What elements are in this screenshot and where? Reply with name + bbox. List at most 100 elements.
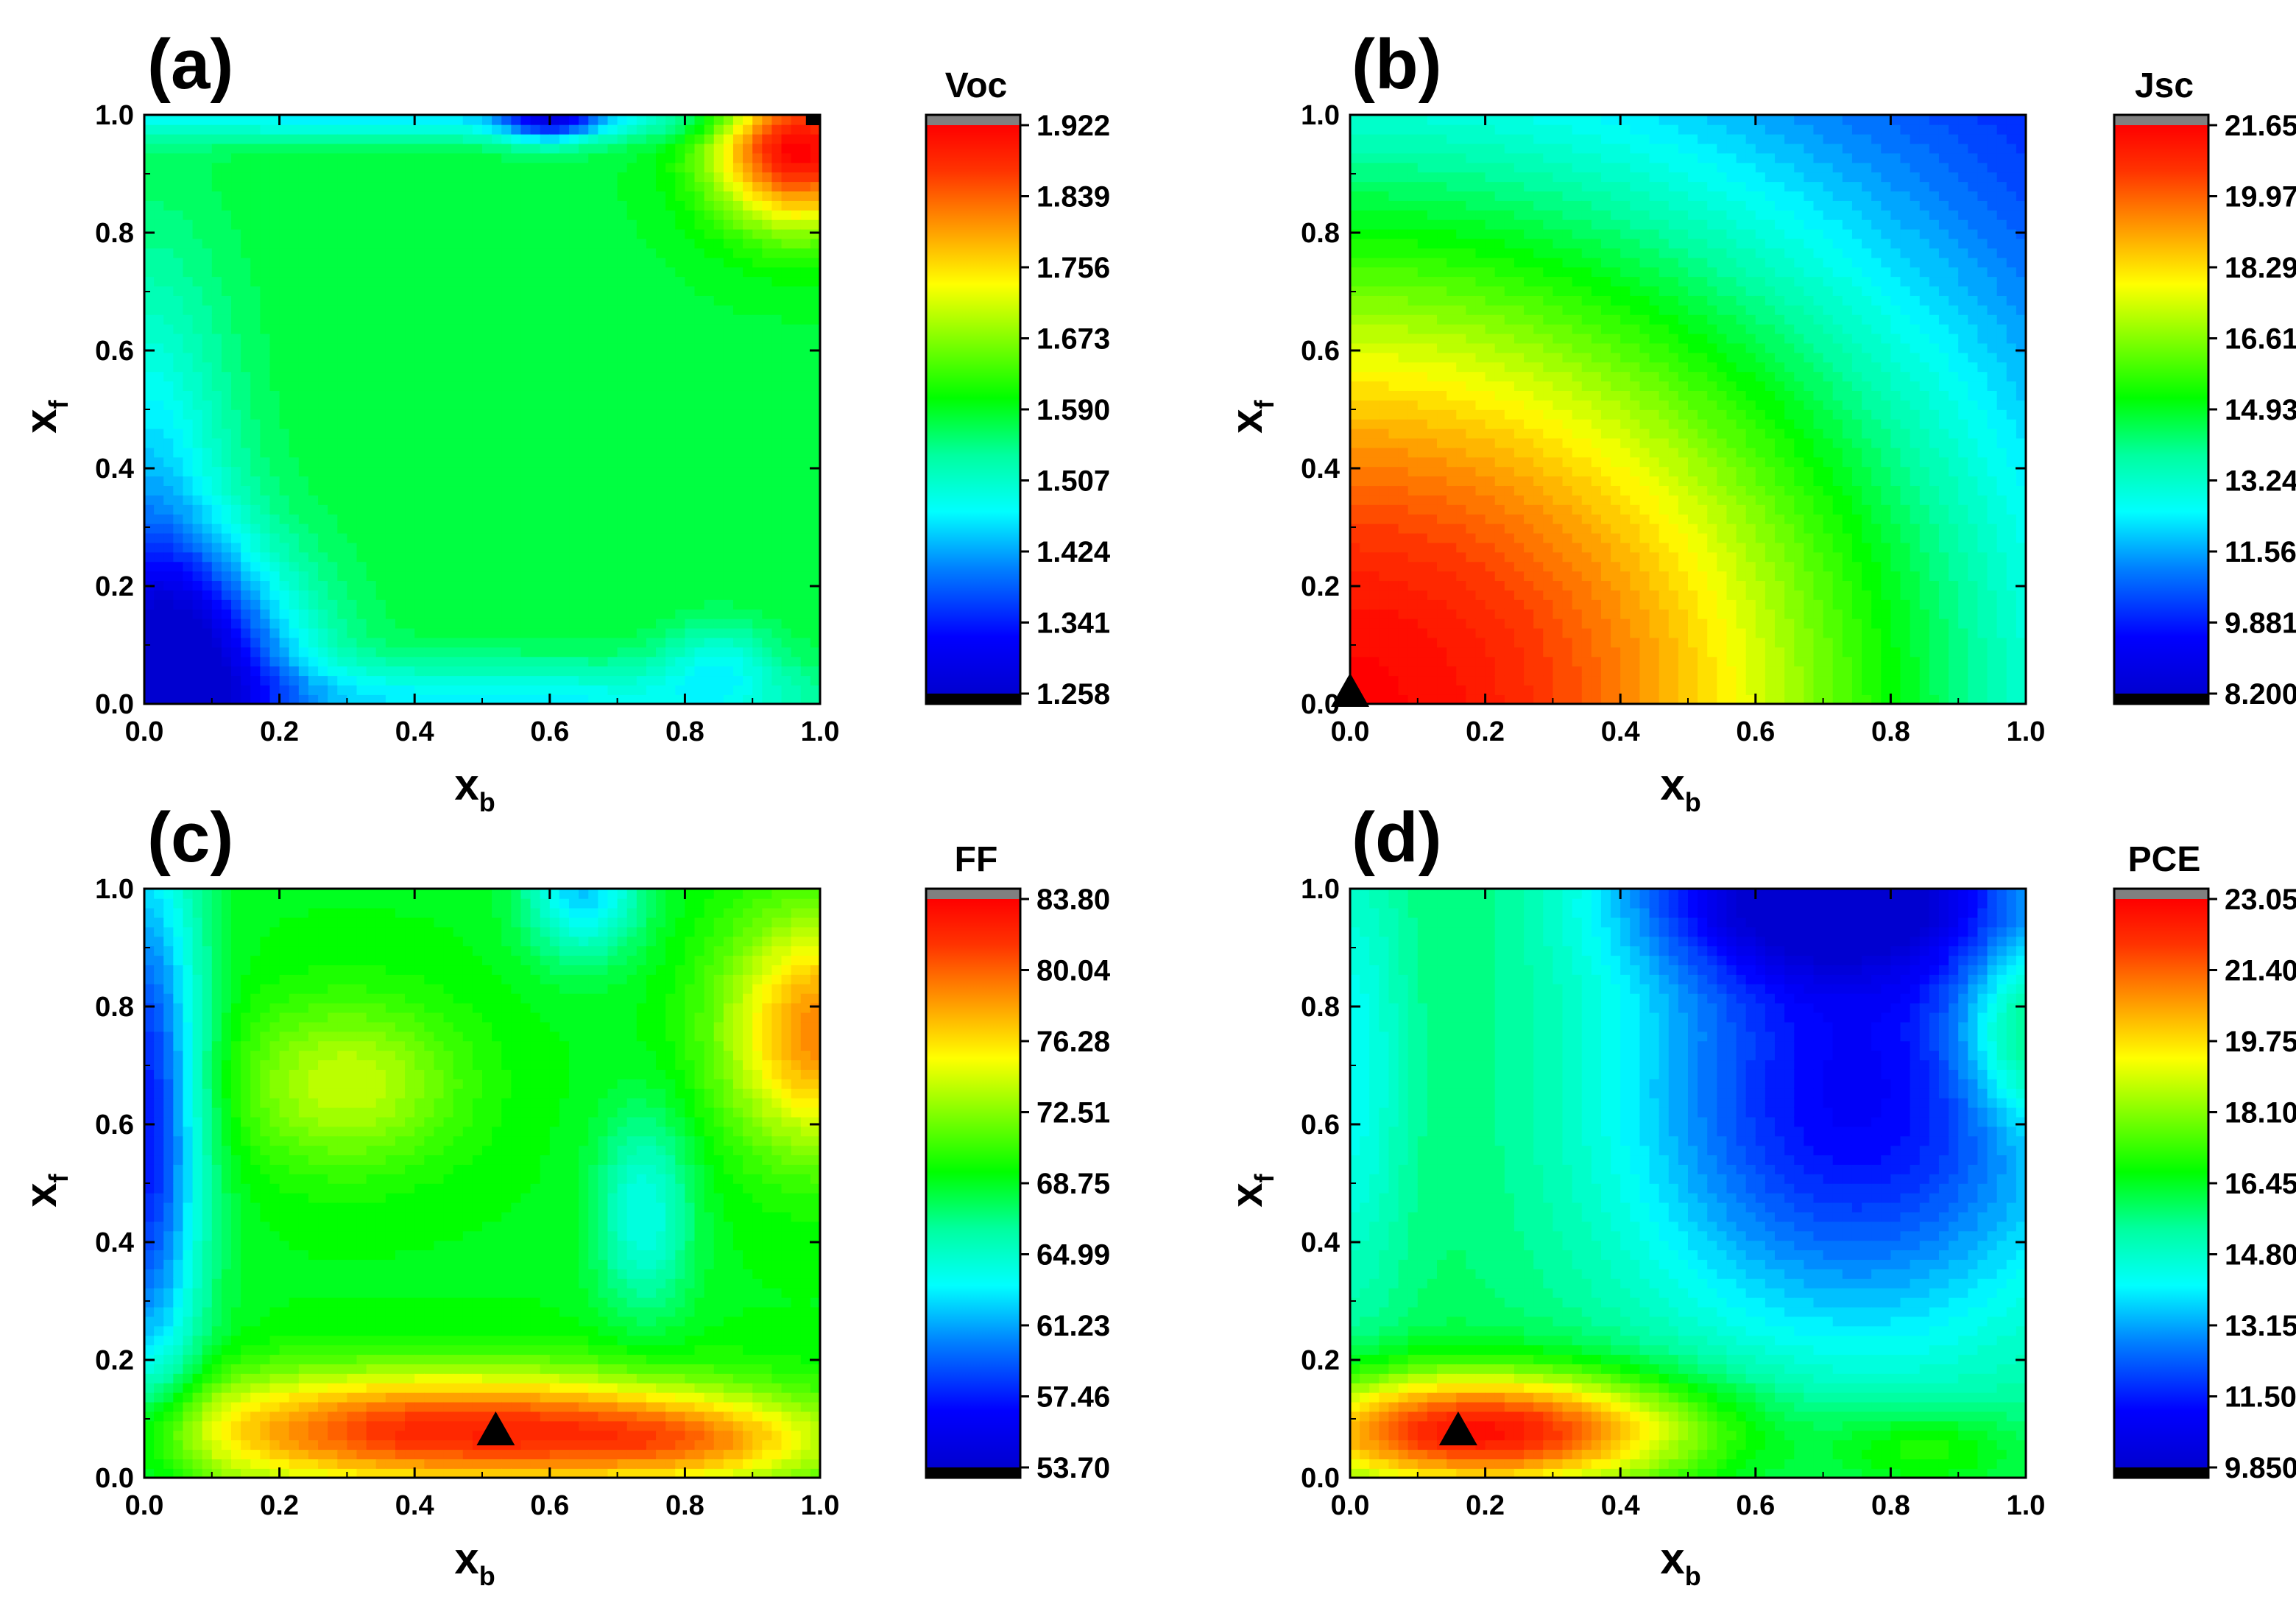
heatmap-cell xyxy=(395,694,406,705)
heatmap-cell xyxy=(520,476,531,487)
heatmap-cell xyxy=(810,228,821,239)
heatmap-cell xyxy=(472,513,483,524)
heatmap-cell xyxy=(183,247,194,258)
heatmap-cell xyxy=(713,371,724,382)
heatmap-cell xyxy=(501,238,512,249)
heatmap-cell xyxy=(732,124,743,135)
heatmap-cell xyxy=(569,152,579,163)
heatmap-cell xyxy=(713,608,724,619)
heatmap-cell xyxy=(269,608,280,619)
heatmap-cell xyxy=(1360,456,1371,468)
heatmap-cell xyxy=(356,124,367,135)
heatmap-cell xyxy=(559,627,570,638)
heatmap-cell xyxy=(656,267,666,278)
heatmap-cell xyxy=(192,523,203,534)
heatmap-cell xyxy=(732,342,743,353)
heatmap-cell xyxy=(492,238,503,249)
heatmap-cell xyxy=(781,637,792,648)
heatmap-cell xyxy=(163,390,174,401)
heatmap-cell xyxy=(405,447,415,458)
heatmap-cell xyxy=(328,580,339,591)
heatmap-cell xyxy=(713,694,724,705)
heatmap-cell xyxy=(482,476,492,487)
heatmap-cell xyxy=(472,238,483,249)
heatmap-cell xyxy=(588,219,599,230)
heatmap-cell xyxy=(511,447,522,458)
heatmap-cell xyxy=(173,333,184,344)
heatmap-cell xyxy=(1379,152,1390,163)
heatmap-cell xyxy=(588,504,599,515)
heatmap-cell xyxy=(308,437,319,448)
heatmap-cell xyxy=(395,115,406,125)
heatmap-cell xyxy=(289,685,300,695)
heatmap-cell xyxy=(202,276,213,287)
heatmap-cell xyxy=(501,656,512,667)
heatmap-cell xyxy=(781,219,792,230)
heatmap-cell xyxy=(752,666,763,677)
heatmap-cell xyxy=(752,342,763,353)
heatmap-cell xyxy=(520,428,531,439)
heatmap-cell xyxy=(328,181,339,192)
heatmap-cell xyxy=(328,456,339,468)
heatmap-cell xyxy=(308,267,319,278)
heatmap-cell xyxy=(762,191,773,201)
heatmap-cell xyxy=(163,323,174,334)
heatmap-cell xyxy=(540,532,551,543)
heatmap-cell xyxy=(221,513,232,524)
heatmap-cell xyxy=(1350,267,1360,278)
heatmap-cell xyxy=(356,143,367,154)
heatmap-cell xyxy=(202,238,213,249)
heatmap-cell xyxy=(781,590,792,600)
heatmap-cell xyxy=(298,305,309,315)
heatmap-cell xyxy=(328,191,339,201)
heatmap-cell xyxy=(626,191,637,201)
heatmap-cell xyxy=(173,152,184,163)
heatmap-cell xyxy=(192,666,203,677)
heatmap-cell xyxy=(1350,599,1360,610)
heatmap-cell xyxy=(462,685,473,695)
heatmap-cell xyxy=(810,257,821,268)
heatmap-cell xyxy=(279,314,290,325)
heatmap-cell xyxy=(221,646,232,658)
heatmap-cell xyxy=(308,381,319,391)
heatmap-cell xyxy=(375,295,386,306)
heatmap-cell xyxy=(482,580,492,591)
heatmap-cell xyxy=(269,456,280,468)
heatmap-cell xyxy=(395,646,406,658)
heatmap-cell xyxy=(434,627,445,638)
heatmap-cell xyxy=(192,485,203,496)
heatmap-cell xyxy=(250,295,261,306)
heatmap-cell xyxy=(443,551,454,563)
heatmap-cell xyxy=(289,247,300,258)
heatmap-cell xyxy=(743,305,753,315)
heatmap-cell xyxy=(549,590,560,600)
heatmap-cell xyxy=(675,590,686,600)
heatmap-cell xyxy=(569,599,579,610)
heatmap-cell xyxy=(1417,115,1428,125)
heatmap-cell xyxy=(375,542,386,553)
heatmap-cell xyxy=(665,590,677,600)
heatmap-cell xyxy=(588,133,599,144)
heatmap-cell xyxy=(183,305,194,315)
heatmap-cell xyxy=(154,286,165,296)
heatmap-cell xyxy=(501,694,512,705)
heatmap-cell xyxy=(424,181,435,192)
heatmap-cell xyxy=(713,238,724,249)
heatmap-cell xyxy=(626,551,637,563)
heatmap-cell xyxy=(279,551,290,563)
heatmap-cell xyxy=(453,466,464,477)
heatmap-cell xyxy=(646,437,657,448)
heatmap-cell xyxy=(366,390,377,401)
heatmap-cell xyxy=(530,352,541,363)
heatmap-cell xyxy=(1350,219,1360,230)
heatmap-cell xyxy=(308,276,319,287)
heatmap-cell xyxy=(675,333,686,344)
heatmap-cell xyxy=(298,323,309,334)
heatmap-cell xyxy=(298,542,309,553)
heatmap-cell xyxy=(732,352,743,363)
heatmap-cell xyxy=(183,152,194,163)
heatmap-cell xyxy=(211,362,222,373)
heatmap-cell xyxy=(1369,152,1380,163)
heatmap-cell xyxy=(559,447,570,458)
heatmap-cell xyxy=(241,238,252,249)
